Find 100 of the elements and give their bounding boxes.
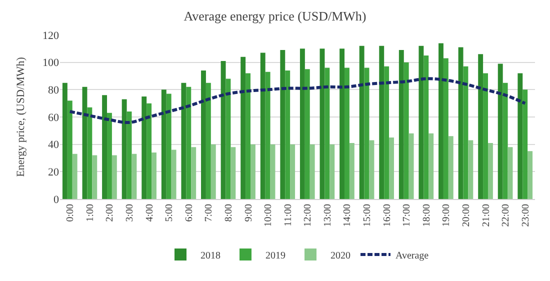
bar: [424, 56, 429, 199]
bar: [404, 62, 409, 199]
bar: [340, 48, 345, 199]
bar: [191, 147, 196, 199]
x-tick-label: 15:00: [362, 204, 374, 227]
bar: [349, 142, 354, 199]
bar: [285, 70, 290, 199]
bar: [304, 69, 310, 199]
legend-label: 2019: [266, 250, 286, 262]
bar: [438, 43, 444, 199]
bar: [324, 68, 330, 199]
bar: [67, 100, 72, 199]
bar: [488, 142, 493, 199]
x-tick-label: 0:00: [65, 204, 76, 222]
x-tick-label: 1:00: [84, 204, 96, 222]
x-tick-label: 21:00: [480, 204, 492, 227]
x-tick-label: 7:00: [204, 204, 215, 222]
bar: [508, 147, 513, 199]
bar: [290, 144, 296, 199]
bar: [240, 56, 246, 199]
bar: [522, 90, 528, 199]
bar: [330, 144, 335, 199]
chart-title: Average energy price (USD/MWh): [184, 8, 366, 24]
bar: [379, 46, 384, 199]
x-tick-label: 22:00: [500, 204, 512, 227]
y-tick-label: 20: [48, 166, 60, 179]
bar: [206, 82, 211, 199]
x-tick-label: 2:00: [104, 204, 116, 222]
x-tick-label: 11:00: [282, 204, 294, 226]
bar: [186, 86, 192, 199]
y-tick-label: 60: [48, 112, 60, 124]
x-tick-label: 4:00: [144, 204, 156, 222]
y-axis-title: Energy price, (USD/MWh): [15, 56, 28, 177]
bar: [498, 64, 503, 199]
bar: [265, 72, 270, 199]
legend-label: 2020: [330, 250, 350, 262]
bar: [483, 73, 488, 199]
x-tick-label: 10:00: [263, 204, 274, 227]
bar: [310, 144, 315, 199]
bar: [102, 95, 108, 199]
bar: [528, 151, 533, 199]
bar: [280, 50, 286, 199]
bar: [458, 47, 464, 199]
bar: [428, 133, 434, 199]
bar: [210, 144, 216, 199]
x-tick-label: 18:00: [421, 204, 432, 227]
bar: [220, 60, 226, 199]
bar: [320, 48, 325, 199]
y-tick-label: 100: [42, 57, 60, 70]
bar: [62, 82, 68, 199]
bar: [270, 144, 276, 199]
x-tick-label: 6:00: [184, 204, 195, 222]
bar: [230, 147, 236, 199]
bar: [166, 94, 172, 199]
x-tick-label: 17:00: [402, 204, 413, 227]
bar: [344, 68, 350, 199]
bar: [443, 58, 448, 199]
bar: [418, 46, 424, 199]
x-tick-label: 19:00: [441, 204, 452, 227]
y-tick-label: 0: [54, 194, 60, 206]
bar: [389, 138, 394, 199]
x-tick-label: 23:00: [520, 204, 532, 227]
bar: [246, 73, 250, 199]
bar: [171, 150, 176, 199]
bar: [146, 103, 152, 199]
bar: [152, 152, 156, 199]
bar: [359, 46, 364, 199]
line-series: [68, 77, 527, 124]
legend-label: Average: [396, 250, 430, 262]
bar: [260, 52, 266, 199]
x-tick-label: 5:00: [164, 204, 176, 222]
bar: [468, 140, 474, 199]
y-tick-label: 40: [48, 139, 60, 152]
bar: [408, 133, 414, 199]
bar: [87, 107, 92, 199]
bar: [398, 50, 404, 199]
x-tick-label: 14:00: [342, 204, 354, 227]
x-tick-label: 12:00: [302, 204, 314, 227]
x-tick-label: 16:00: [382, 204, 393, 227]
bar: [181, 82, 186, 199]
bar: [300, 48, 305, 199]
bar: [518, 73, 523, 199]
bar: [201, 70, 206, 199]
bar: [478, 54, 484, 199]
x-tick-label: 20:00: [460, 204, 472, 227]
x-tick-label: 3:00: [124, 204, 136, 222]
bar: [92, 155, 98, 199]
bar: [369, 140, 374, 199]
bar: [142, 96, 147, 199]
legend-label: 2018: [200, 250, 220, 262]
bar: [161, 90, 166, 199]
bar: [112, 155, 117, 199]
bar: [384, 66, 390, 199]
y-tick-label: 80: [48, 84, 60, 97]
bar: [448, 136, 454, 199]
bar: [250, 144, 256, 199]
bar: [502, 82, 508, 199]
y-tick-label: 120: [42, 30, 60, 42]
bar: [72, 154, 78, 199]
bar: [132, 154, 137, 199]
